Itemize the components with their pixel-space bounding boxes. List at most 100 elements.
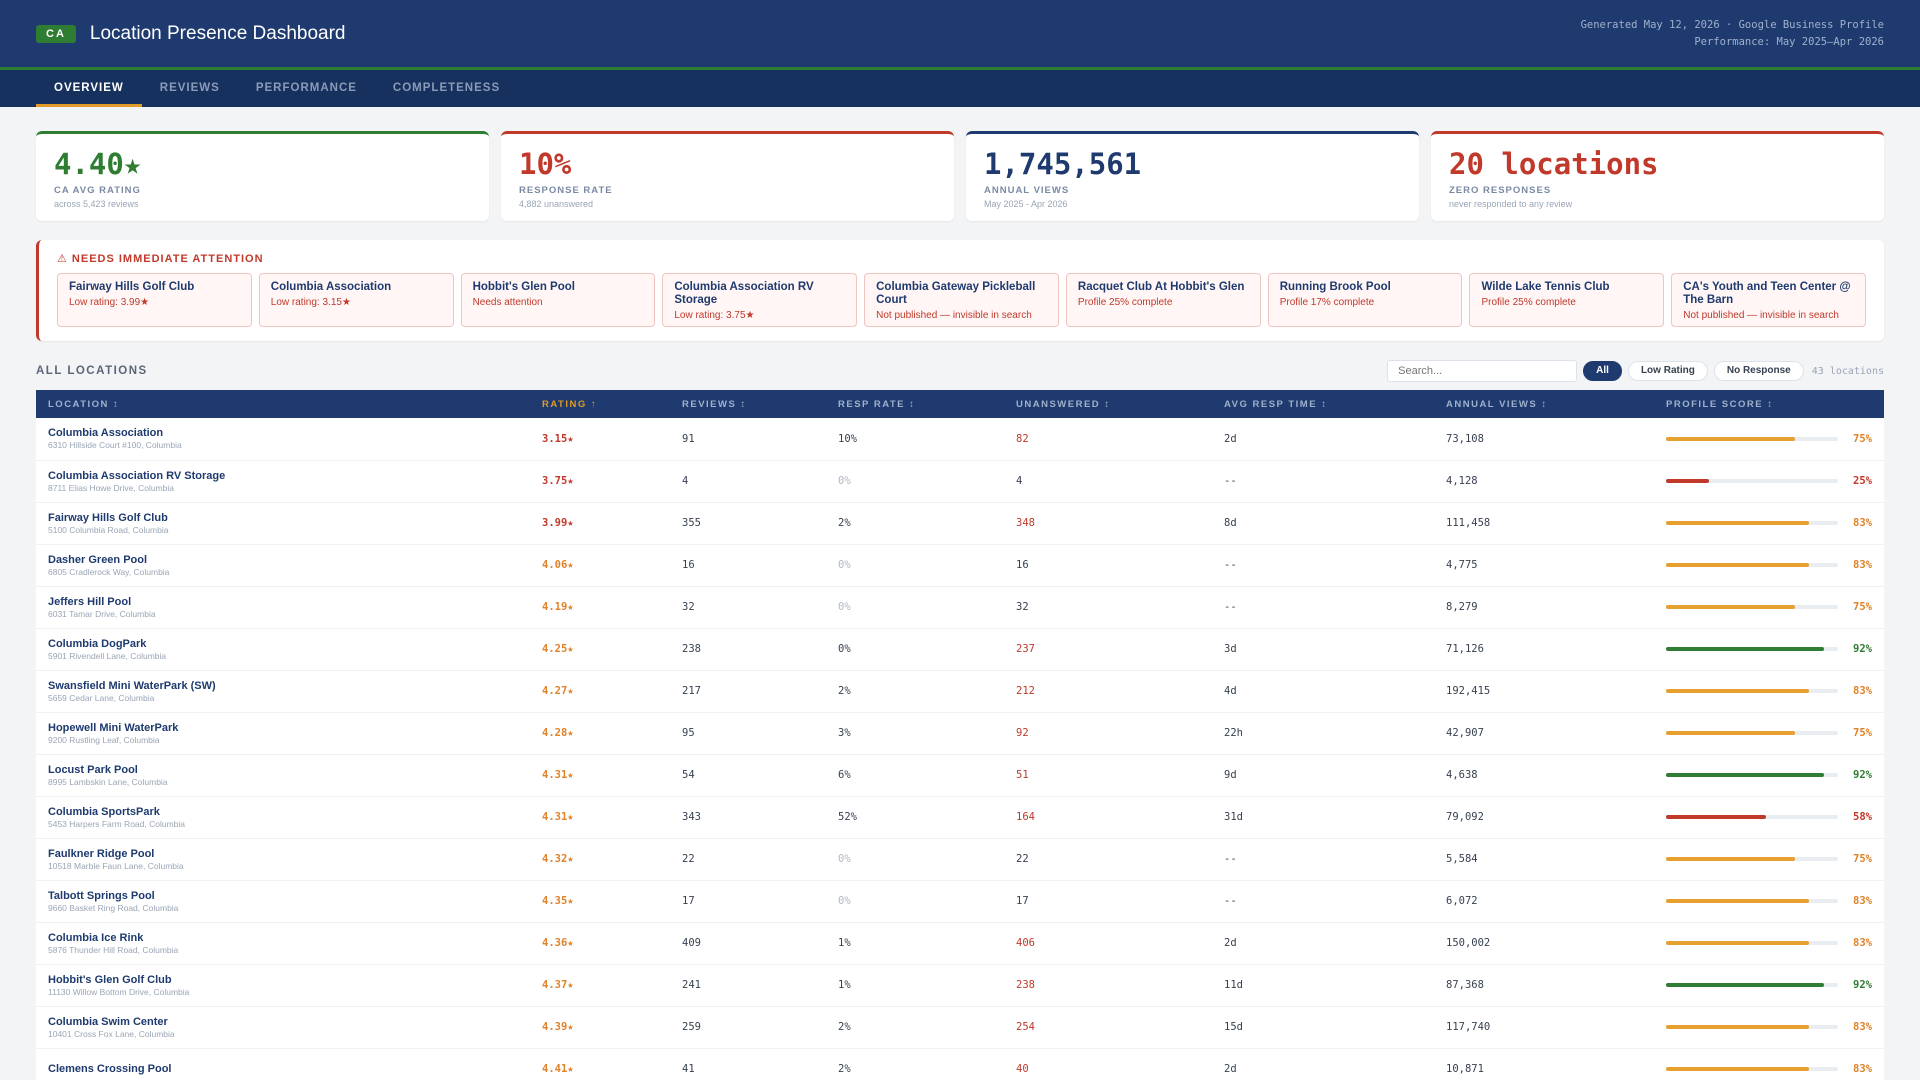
cell-avg-resp-time: -- xyxy=(1224,601,1237,613)
tab-reviews[interactable]: REVIEWS xyxy=(159,82,220,94)
location-name[interactable]: Fairway Hills Golf Club xyxy=(48,511,168,524)
attention-card[interactable]: Columbia Association Low rating: 3.15★ xyxy=(258,273,454,327)
location-name[interactable]: Columbia Swim Center xyxy=(48,1015,168,1028)
filter-all-button[interactable]: All xyxy=(1583,361,1622,381)
score-bar xyxy=(1666,605,1838,609)
brand: CA Location Presence Dashboard xyxy=(36,23,346,45)
attention-card[interactable]: Hobbit's Glen Pool Needs attention xyxy=(460,273,656,327)
table-row[interactable]: Columbia DogPark 5901 Rivendell Lane, Co… xyxy=(36,628,1884,670)
cell-resp-rate: 0% xyxy=(838,853,851,865)
filter-low-rating-button[interactable]: Low Rating xyxy=(1627,361,1708,381)
location-name[interactable]: Hobbit's Glen Golf Club xyxy=(48,973,172,986)
col-profile-score[interactable]: PROFILE SCORE ↕ xyxy=(1666,398,1774,410)
score-bar xyxy=(1666,857,1838,861)
table-row[interactable]: Columbia SportsPark 5453 Harpers Farm Ro… xyxy=(36,796,1884,838)
table-row[interactable]: Swansfield Mini WaterPark (SW) 5659 Ceda… xyxy=(36,670,1884,712)
location-name[interactable]: Columbia Ice Rink xyxy=(48,931,144,944)
cell-reviews: 259 xyxy=(682,1021,701,1033)
attention-card[interactable]: CA's Youth and Teen Center @ The Barn No… xyxy=(1671,273,1867,327)
col-location[interactable]: LOCATION ↕ xyxy=(48,398,120,410)
attention-reason: Low rating: 3.75★ xyxy=(674,310,755,321)
tab-overview[interactable]: OVERVIEW xyxy=(36,70,142,107)
location-address: 9660 Basket Ring Road, Columbia xyxy=(48,902,179,913)
location-name[interactable]: Columbia Association xyxy=(48,427,164,440)
cell-resp-rate: 1% xyxy=(838,979,851,991)
table-row[interactable]: Faulkner Ridge Pool 10518 Marble Faun La… xyxy=(36,838,1884,880)
profile-score: 92% xyxy=(1666,643,1884,655)
score-percent: 83% xyxy=(1853,1021,1872,1033)
table-row[interactable]: Columbia Ice Rink 5876 Thunder Hill Road… xyxy=(36,922,1884,964)
cell-rating: 4.35★ xyxy=(542,895,574,907)
score-percent: 92% xyxy=(1853,769,1872,781)
col-avg-resp-time[interactable]: AVG RESP TIME ↕ xyxy=(1224,398,1328,410)
col-reviews[interactable]: REVIEWS ↕ xyxy=(682,398,747,410)
attention-card[interactable]: Wilde Lake Tennis Club Profile 25% compl… xyxy=(1469,273,1665,327)
profile-score: 75% xyxy=(1666,727,1884,739)
search-input[interactable] xyxy=(1387,360,1578,382)
cell-annual-views: 117,740 xyxy=(1446,1021,1491,1033)
col-rating[interactable]: RATING ↑ xyxy=(542,398,598,410)
attention-location-name: Columbia Association RV Storage xyxy=(674,281,814,306)
table-row[interactable]: Columbia Association 6310 Hillside Court… xyxy=(36,418,1884,460)
table-row[interactable]: Jeffers Hill Pool 6031 Tamar Drive, Colu… xyxy=(36,586,1884,628)
table-row[interactable]: Clemens Crossing Pool 4.41★ 41 2% 40 2d … xyxy=(36,1048,1884,1080)
table-row[interactable]: Hobbit's Glen Golf Club 11130 Willow Bot… xyxy=(36,964,1884,1006)
score-percent: 83% xyxy=(1853,895,1872,907)
cell-annual-views: 4,775 xyxy=(1446,559,1478,571)
table-row[interactable]: Fairway Hills Golf Club 5100 Columbia Ro… xyxy=(36,502,1884,544)
location-name[interactable]: Talbott Springs Pool xyxy=(48,889,155,902)
profile-score: 58% xyxy=(1666,811,1884,823)
col-unanswered[interactable]: UNANSWERED ↕ xyxy=(1016,398,1111,410)
cell-annual-views: 10,871 xyxy=(1446,1063,1484,1075)
score-percent: 92% xyxy=(1853,643,1872,655)
cell-location: Columbia Ice Rink 5876 Thunder Hill Road… xyxy=(36,922,530,964)
cell-reviews: 355 xyxy=(682,517,701,529)
location-name[interactable]: Clemens Crossing Pool xyxy=(48,1062,172,1075)
cell-rating: 3.75★ xyxy=(542,475,574,487)
attention-card[interactable]: Columbia Association RV Storage Low rati… xyxy=(662,273,858,327)
location-name[interactable]: Swansfield Mini WaterPark (SW) xyxy=(48,679,216,692)
attention-card[interactable]: Racquet Club At Hobbit's Glen Profile 25… xyxy=(1065,273,1261,327)
attention-reason: Profile 25% complete xyxy=(1481,297,1576,308)
filter-no-response-button[interactable]: No Response xyxy=(1713,361,1804,381)
location-name[interactable]: Dasher Green Pool xyxy=(48,553,148,566)
cell-avg-resp-time: 2d xyxy=(1224,937,1237,949)
table-row[interactable]: Hopewell Mini WaterPark 9200 Rustling Le… xyxy=(36,712,1884,754)
table-row[interactable]: Columbia Swim Center 10401 Cross Fox Lan… xyxy=(36,1006,1884,1048)
cell-resp-rate: 1% xyxy=(838,937,851,949)
kpi-sub: 4,882 unanswered xyxy=(519,199,594,209)
profile-score: 92% xyxy=(1666,769,1884,781)
location-name[interactable]: Faulkner Ridge Pool xyxy=(48,847,155,860)
table-row[interactable]: Columbia Association RV Storage 8711 Eli… xyxy=(36,460,1884,502)
kpi-response-rate: 10% RESPONSE RATE 4,882 unanswered xyxy=(501,131,954,221)
cell-reviews: 217 xyxy=(682,685,701,697)
attention-card[interactable]: Columbia Gateway Pickleball Court Not pu… xyxy=(864,273,1059,327)
attention-card[interactable]: Fairway Hills Golf Club Low rating: 3.99… xyxy=(57,273,252,327)
table-row[interactable]: Locust Park Pool 8995 Lambskin Lane, Col… xyxy=(36,754,1884,796)
cell-location: Hopewell Mini WaterPark 9200 Rustling Le… xyxy=(36,712,530,754)
col-annual-views[interactable]: ANNUAL VIEWS ↕ xyxy=(1446,398,1548,410)
tab-completeness[interactable]: COMPLETENESS xyxy=(392,82,501,94)
col-resp-rate[interactable]: RESP RATE ↕ xyxy=(838,398,916,410)
cell-rating: 4.31★ xyxy=(542,769,574,781)
location-name[interactable]: Jeffers Hill Pool xyxy=(48,595,132,608)
score-bar-fill xyxy=(1666,941,1809,945)
location-name[interactable]: Columbia Association RV Storage xyxy=(48,469,226,482)
location-name[interactable]: Locust Park Pool xyxy=(48,763,138,776)
profile-score: 75% xyxy=(1666,433,1884,445)
attention-title: ⚠ NEEDS IMMEDIATE ATTENTION xyxy=(57,253,264,265)
score-bar xyxy=(1666,479,1838,483)
location-name[interactable]: Columbia SportsPark xyxy=(48,805,160,818)
performance-period: Performance: May 2025–Apr 2026 xyxy=(1694,35,1884,48)
tab-performance[interactable]: PERFORMANCE xyxy=(255,82,357,94)
table-row[interactable]: Talbott Springs Pool 9660 Basket Ring Ro… xyxy=(36,880,1884,922)
table-row[interactable]: Dasher Green Pool 6805 Cradlerock Way, C… xyxy=(36,544,1884,586)
attention-card[interactable]: Running Brook Pool Profile 17% complete xyxy=(1267,273,1463,327)
location-name[interactable]: Columbia DogPark xyxy=(48,637,147,650)
score-percent: 25% xyxy=(1853,475,1872,487)
cell-annual-views: 73,108 xyxy=(1446,432,1484,445)
location-name[interactable]: Hopewell Mini WaterPark xyxy=(48,721,179,734)
cell-reviews: 241 xyxy=(682,979,701,991)
attention-reason: Not published — invisible in search xyxy=(1683,310,1839,321)
cell-annual-views: 8,279 xyxy=(1446,601,1478,613)
